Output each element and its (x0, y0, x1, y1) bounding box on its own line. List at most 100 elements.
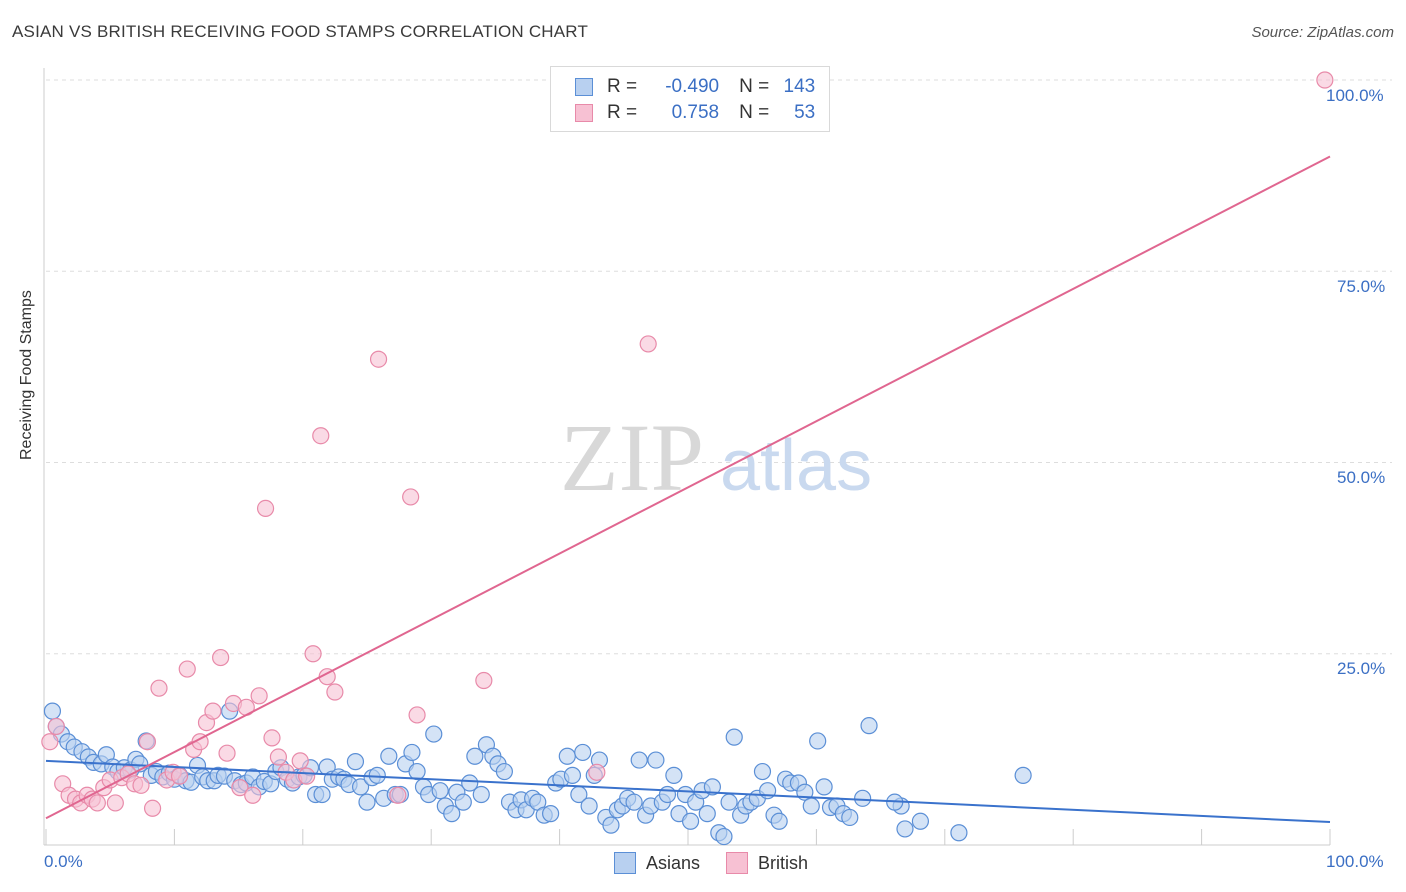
british-trend-line (45, 155, 1331, 820)
asian-point (665, 766, 683, 784)
asian-point (703, 778, 721, 796)
asian-point (461, 774, 479, 792)
asian-point (896, 820, 914, 838)
british-point (269, 748, 288, 766)
asian-point (558, 747, 576, 765)
asian-point (1014, 766, 1032, 784)
asian-point (802, 797, 820, 815)
watermark: ZIP atlas (560, 404, 872, 511)
r-label: R = (607, 76, 638, 97)
asian-point (563, 766, 582, 784)
asian-point (681, 812, 700, 830)
british-point (369, 350, 388, 368)
british-legend-swatch (726, 852, 749, 874)
british-point (218, 744, 236, 762)
british-point (170, 767, 189, 785)
british-point (132, 776, 150, 794)
y-tick-75: 75.0% (1337, 277, 1386, 296)
asian-point (472, 785, 490, 804)
british-point (250, 687, 268, 705)
r-value-asians: -0.490 (665, 76, 720, 97)
asian-point (841, 808, 859, 827)
y-tick-100: 100.0% (1326, 86, 1384, 105)
asian-point (630, 751, 648, 769)
asian-point (698, 805, 716, 823)
british-point (41, 733, 59, 751)
asians-swatch (575, 78, 593, 96)
asian-point (431, 782, 449, 800)
asian-point (408, 762, 426, 781)
british-points (41, 71, 1334, 817)
asian-point (625, 793, 643, 811)
watermark-atlas: atlas (720, 426, 872, 506)
asian-point (425, 725, 443, 743)
asian-point (380, 747, 398, 765)
asian-point (860, 717, 878, 735)
british-swatch (575, 104, 593, 122)
asian-point (715, 827, 733, 846)
y-tick-50: 50.0% (1337, 468, 1386, 487)
legend-item-british[interactable]: British (726, 852, 808, 874)
watermark-zip: ZIP (560, 404, 704, 511)
asian-point (720, 793, 738, 811)
axes (43, 68, 1331, 846)
asian-point (574, 743, 592, 762)
asian-point (443, 805, 461, 823)
chart-title: ASIAN VS BRITISH RECEIVING FOOD STAMPS C… (12, 22, 589, 41)
british-point (298, 767, 316, 785)
british-point (204, 702, 222, 720)
asian-point (580, 797, 598, 815)
y-axis-label: Receiving Food Stamps (18, 290, 35, 460)
r-value-british: 0.758 (671, 102, 720, 123)
british-point (475, 671, 493, 690)
british-point (88, 794, 106, 812)
x-tick-right: 100.0% (1326, 852, 1384, 871)
british-point (291, 752, 309, 770)
asian-points (43, 702, 1032, 846)
asians-legend-label: Asians (646, 852, 701, 873)
british-point (106, 794, 124, 812)
asian-point (725, 728, 743, 746)
asian-point (809, 732, 827, 750)
asian-point (602, 816, 620, 834)
british-point (389, 786, 407, 804)
british-point (588, 763, 606, 781)
british-point (143, 799, 162, 817)
asian-point (466, 747, 484, 765)
grid-lines (46, 79, 1392, 655)
legend-row-asians: R = -0.490 N = 143 (575, 75, 815, 99)
british-point (639, 335, 657, 353)
asian-point (770, 812, 788, 830)
n-label: N = (739, 102, 770, 123)
asian-point (403, 743, 421, 762)
asian-point (454, 793, 472, 811)
source-label: Source: ZipAtlas.com (1251, 24, 1394, 41)
asian-point (313, 785, 331, 804)
british-point (402, 488, 420, 506)
y-tick-25: 25.0% (1337, 659, 1386, 678)
british-point (263, 729, 281, 747)
n-value-asians: 143 (783, 76, 816, 97)
series-legend: Asians British (614, 852, 834, 874)
asian-point (43, 702, 62, 720)
british-point (231, 779, 249, 797)
british-point (1316, 71, 1334, 89)
asian-point (753, 762, 772, 781)
x-tick-left: 0.0% (44, 852, 83, 871)
british-point (256, 499, 275, 517)
asian-point (911, 812, 930, 830)
asian-point (854, 789, 872, 807)
british-legend-label: British (758, 852, 809, 873)
british-point (304, 645, 322, 663)
british-point (326, 683, 344, 701)
trend-lines (45, 155, 1331, 824)
asian-point (542, 805, 560, 823)
legend-item-asians[interactable]: Asians (614, 852, 700, 874)
n-label: N = (739, 76, 770, 97)
asian-point (658, 785, 677, 804)
asian-trend-line (45, 759, 1331, 824)
asian-point (815, 778, 833, 796)
asian-point (647, 751, 665, 769)
asian-point (495, 762, 513, 781)
